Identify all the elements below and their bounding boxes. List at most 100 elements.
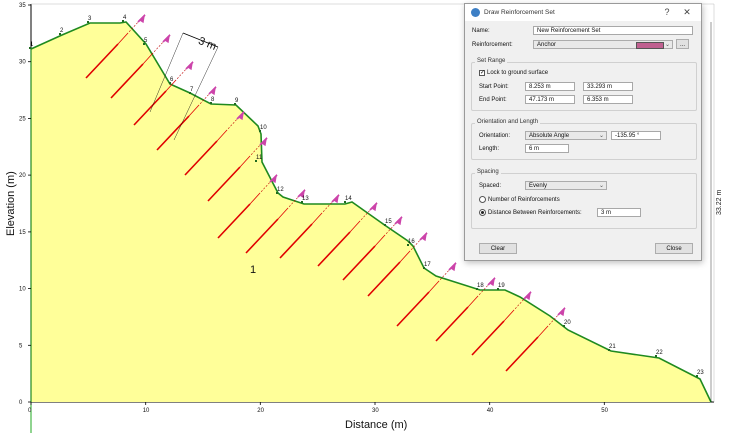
vertex-label: 1 (30, 42, 34, 48)
anchor[interactable] (471, 290, 532, 356)
anchor[interactable] (317, 201, 378, 267)
end-x-field[interactable]: 47.173 m (525, 95, 575, 104)
distance-label: Distance Between Reinforcements: (488, 210, 582, 216)
anchor[interactable] (110, 33, 171, 99)
vertex-label: 23 (697, 370, 704, 376)
vertex-marker (423, 267, 425, 269)
dialog-titlebar[interactable]: Draw Reinforcement Set ? ✕ (465, 4, 701, 21)
anchor-bond-length (110, 63, 144, 99)
anchor[interactable] (279, 193, 340, 259)
anchor-plate (297, 189, 306, 198)
anchor-segment (117, 32, 129, 45)
anchor-segment (428, 280, 440, 293)
vertex-marker (210, 102, 212, 104)
vertex-label: 5 (144, 38, 148, 44)
anchor-segment (277, 207, 289, 220)
vertex-marker (476, 288, 478, 290)
end-point-label: End Point: (479, 97, 507, 103)
help-button[interactable]: ? (664, 7, 670, 17)
number-radio[interactable] (479, 196, 486, 203)
x-ticks: 0 10 20 30 40 50 (28, 402, 609, 414)
anchor-plate (162, 34, 171, 43)
anchor[interactable] (85, 13, 146, 79)
anchor-segment (537, 325, 549, 338)
anchor-plate (523, 291, 532, 300)
length-field[interactable]: 6 m (525, 144, 569, 153)
vertex-label: 22 (656, 350, 663, 356)
lock-checkbox[interactable]: ✓ (479, 70, 486, 76)
vertex-marker (384, 224, 386, 226)
anchor[interactable] (217, 173, 278, 239)
anchor-free-length (175, 66, 189, 81)
spaced-value: Evenly (529, 183, 548, 189)
anchor[interactable] (435, 276, 496, 342)
anchor[interactable] (396, 261, 457, 327)
vertex-marker (255, 160, 257, 162)
reinforcement-color-swatch (636, 42, 664, 49)
anchor[interactable] (207, 136, 268, 202)
app-icon (471, 8, 480, 17)
angle-field[interactable]: -135.95 ° (611, 131, 661, 140)
vertex-label: 2 (60, 28, 64, 34)
distance-radio[interactable] (479, 209, 486, 216)
anchor-segment (239, 155, 251, 168)
anchor-free-length (321, 199, 335, 214)
anchor-free-length (409, 237, 423, 252)
draw-reinforcement-dialog[interactable]: Draw Reinforcement Set ? ✕ Name: New Rei… (464, 3, 702, 261)
anchor-bond-length (342, 245, 376, 281)
y-axis-label: Elevation (m) (5, 171, 17, 236)
anchor[interactable] (133, 60, 194, 126)
clear-button[interactable]: Clear (479, 243, 517, 254)
orientation-select[interactable]: Absolute Angle ⌄ (525, 131, 607, 140)
distance-field[interactable]: 3 m (597, 208, 641, 217)
anchor-free-length (359, 207, 373, 222)
vertex-label: 3 (88, 16, 92, 22)
anchor-free-length (249, 142, 263, 157)
name-field[interactable]: New Reinforcement Set (533, 26, 693, 35)
soil-region[interactable] (31, 22, 711, 402)
vertex-label: 21 (609, 344, 616, 350)
vertex-marker (655, 355, 657, 357)
vertex-label: 17 (424, 262, 431, 268)
vertex-marker (344, 201, 346, 203)
end-y-field[interactable]: 6.353 m (583, 95, 633, 104)
anchor[interactable] (342, 215, 403, 281)
vertex-marker (87, 21, 89, 23)
start-x-field[interactable]: 8.253 m (525, 82, 575, 91)
anchor-plate (331, 194, 340, 203)
vertex-label: 15 (385, 219, 392, 225)
anchor-bond-length (245, 218, 279, 254)
dialog-title: Draw Reinforcement Set (484, 9, 555, 16)
anchor[interactable] (156, 85, 217, 151)
anchor-free-length (259, 179, 273, 194)
anchor[interactable] (245, 188, 306, 254)
close-icon[interactable]: ✕ (683, 7, 691, 17)
anchor-bond-length (505, 336, 539, 372)
more-button[interactable]: ... (676, 39, 689, 49)
anchor-segment (216, 129, 228, 142)
start-y-field[interactable]: 33.293 m (583, 82, 633, 91)
reinforcement-select[interactable]: Anchor ⌄ (533, 40, 673, 49)
anchor-plate (236, 111, 245, 120)
name-label: Name: (472, 28, 490, 34)
orientation-value: Absolute Angle (529, 133, 570, 139)
anchor[interactable] (367, 231, 428, 297)
x-tick-label: 40 (487, 408, 494, 414)
vertex-marker (122, 20, 124, 22)
vertex-marker (189, 92, 191, 94)
anchor-plate (557, 307, 566, 316)
anchor[interactable] (505, 306, 566, 372)
vertex-label: 19 (498, 283, 505, 289)
spaced-select[interactable]: Evenly ⌄ (525, 181, 607, 190)
close-button[interactable]: Close (655, 243, 693, 254)
dimension-3m-label: 3 m (196, 35, 218, 53)
set-range-title: Set Range (475, 58, 508, 64)
vertex-label: 6 (170, 77, 174, 83)
anchor[interactable] (184, 110, 245, 176)
chevron-down-icon: ⌄ (598, 133, 604, 139)
chevron-down-icon: ⌄ (664, 42, 670, 48)
vertex-marker (143, 43, 145, 45)
anchor-free-length (438, 267, 452, 282)
